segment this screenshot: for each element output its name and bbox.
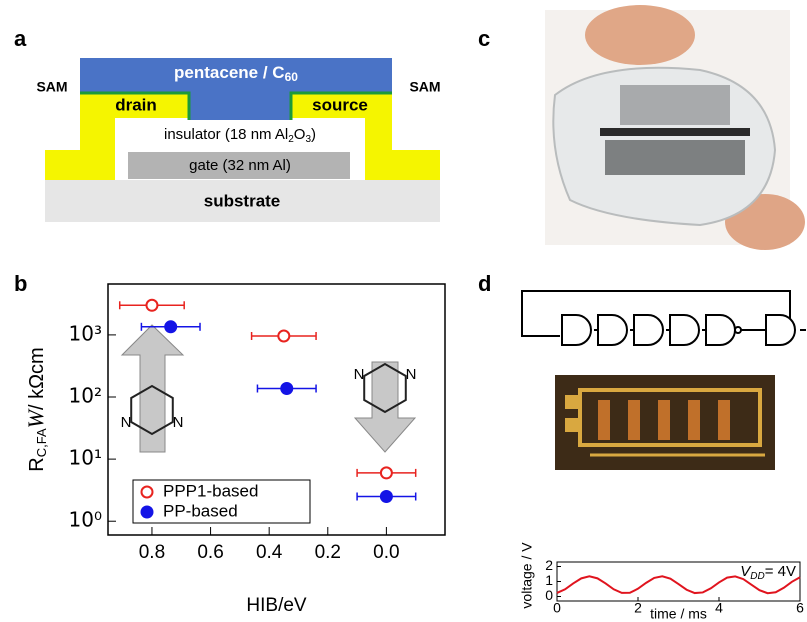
logic-gate — [634, 315, 663, 345]
circuit-pattern — [605, 140, 745, 175]
inverter-bubble — [735, 327, 741, 333]
transistor — [688, 400, 700, 440]
legend-marker — [142, 507, 153, 518]
logic-gate — [706, 315, 735, 345]
layer-label: drain — [115, 95, 157, 114]
x-tick-label: 6 — [796, 600, 804, 616]
y-axis-label: RC,FAW/ kΩcm — [23, 347, 49, 471]
photo-flexible-circuit — [545, 5, 805, 250]
logic-gate — [766, 315, 795, 345]
x-tick-label: 0.8 — [139, 542, 165, 563]
x-tick-label: 0.2 — [315, 542, 341, 563]
annotation: VDD= 4V — [740, 563, 796, 582]
text-run: O — [294, 126, 306, 143]
layer-label: substrate — [204, 191, 281, 210]
atom-label: N — [406, 366, 417, 383]
page: {"panel_labels": ["a", "b", "c", "d"], "… — [0, 0, 807, 622]
text-run: insulator (18 nm Al — [164, 126, 288, 143]
data-point — [281, 383, 292, 394]
logic-gate — [562, 315, 591, 345]
sam-label: SAM — [36, 79, 67, 95]
subscript: C,FA — [34, 428, 49, 457]
finger — [585, 5, 695, 65]
y-tick-label: 10³ — [69, 321, 102, 345]
layer-label: source — [312, 95, 368, 114]
figure: a b c d pentacene / C60 SAM SAM drain so… — [0, 0, 807, 622]
circuit-pattern — [620, 85, 730, 125]
transistor — [598, 400, 610, 440]
text-run: pentacene / C — [174, 63, 285, 82]
transistor — [718, 400, 730, 440]
text-run: W — [23, 408, 48, 428]
circuit-pattern — [600, 128, 750, 136]
y-tick-label: 10² — [69, 384, 102, 408]
device-diagram: pentacene / C60 SAM SAM drain source ins… — [36, 58, 440, 222]
panel-label: d — [478, 271, 491, 296]
layer-label: pentacene / C60 — [174, 63, 298, 84]
transistor — [658, 400, 670, 440]
x-tick-label: 0 — [553, 600, 561, 616]
panel-label: b — [14, 271, 27, 296]
x-tick-label: 4 — [715, 600, 723, 616]
data-point — [165, 321, 176, 332]
y-tick-label: 10⁰ — [69, 508, 102, 532]
panel-label: a — [14, 26, 27, 51]
legend-marker — [142, 487, 153, 498]
atom-label: N — [121, 414, 132, 431]
y-tick-label: 2 — [545, 557, 553, 573]
text-run: / kΩcm — [26, 347, 48, 410]
panel-label: c — [478, 26, 490, 51]
x-axis-label: HIB/eV — [246, 595, 307, 616]
x-axis-label: time / ms — [650, 606, 707, 622]
layer-label: insulator (18 nm Al2O3) — [164, 126, 316, 145]
x-tick-label: 0.4 — [256, 542, 283, 563]
text-run: R — [26, 457, 48, 471]
subscript: 60 — [285, 70, 299, 84]
gold-pad — [565, 418, 579, 432]
text-run: = 4V — [765, 563, 796, 580]
layer-label: gate (32 nm Al) — [189, 157, 291, 174]
gold-pad — [565, 395, 579, 409]
legend-label: PPP1-based — [163, 481, 258, 500]
sam-label: SAM — [409, 79, 440, 95]
transistor — [628, 400, 640, 440]
x-tick-label: 2 — [634, 600, 642, 616]
y-tick-label: 1 — [545, 572, 553, 588]
atom-label: N — [354, 366, 365, 383]
y-tick-label: 10¹ — [69, 446, 102, 470]
data-point — [381, 491, 392, 502]
y-tick-label: 0 — [545, 587, 553, 603]
text-run: ) — [311, 126, 316, 143]
atom-label: N — [173, 414, 184, 431]
logic-gate — [598, 315, 627, 345]
legend-label: PP-based — [163, 501, 238, 520]
data-point — [146, 300, 157, 311]
x-tick-label: 0.6 — [197, 542, 223, 563]
subscript: DD — [750, 571, 764, 582]
photo-circuit-chip — [555, 375, 775, 470]
data-point — [278, 331, 289, 342]
logic-gate — [670, 315, 699, 345]
x-tick-label: 0.0 — [373, 542, 399, 563]
data-point — [381, 467, 392, 478]
y-axis-label: voltage / V — [519, 542, 535, 609]
ring-oscillator-schematic — [522, 291, 806, 345]
